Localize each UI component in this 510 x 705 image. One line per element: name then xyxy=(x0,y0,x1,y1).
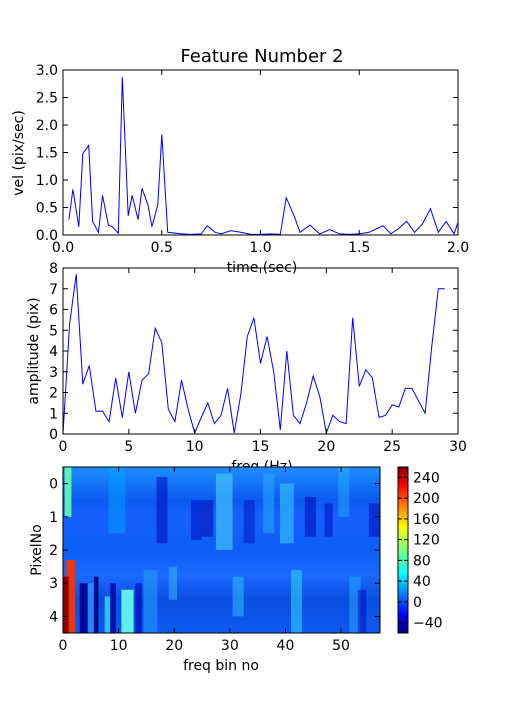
x-tick-label: 20 xyxy=(165,638,183,654)
velocity-ticks: 0.0 0.5 1.0 1.5 2.0 0.0 0.5 1.0 1.5 2.0 2.5 3.0 xyxy=(36,63,469,256)
heatmap-cells xyxy=(63,467,380,633)
x-tick-label: 0 xyxy=(59,638,68,654)
y-tick-label: 1.5 xyxy=(36,146,58,162)
heatmap-cell xyxy=(232,576,244,617)
x-tick-label: 25 xyxy=(383,439,401,455)
heatmap-ticks: 0 10 20 30 40 50 0 1 2 3 4 xyxy=(49,467,380,654)
velocity-y-axis-label: vel (pix/sec) xyxy=(11,110,27,196)
heatmap-cell xyxy=(243,500,255,544)
heatmap-cell xyxy=(64,467,72,517)
y-tick-label: 1 xyxy=(49,406,58,422)
y-tick-label: 4 xyxy=(49,609,58,625)
y-tick-label: 3.0 xyxy=(36,63,58,79)
amplitude-plot-area xyxy=(62,274,445,435)
heatmap-cell xyxy=(349,576,361,633)
colorbar-tick-label: 40 xyxy=(413,574,431,590)
y-tick-label: 4 xyxy=(49,344,58,360)
heatmap-cell xyxy=(88,583,94,633)
colorbar-tick-label: −40 xyxy=(413,616,443,632)
heatmap-cell xyxy=(263,473,275,534)
heatmap-cell xyxy=(143,569,158,633)
heatmap-cell xyxy=(104,596,111,633)
amplitude-ticks: 0 5 10 15 20 25 30 0 1 2 3 4 5 6 7 8 xyxy=(49,261,467,455)
y-tick-label: 1.0 xyxy=(36,173,58,189)
colorbar xyxy=(398,467,408,633)
y-tick-label: 5 xyxy=(49,323,58,339)
heatmap-cell xyxy=(324,503,333,537)
colorbar-tick-label: 120 xyxy=(413,533,440,549)
x-tick-label: 30 xyxy=(221,638,239,654)
heatmap-cell xyxy=(108,467,126,534)
x-tick-label: 30 xyxy=(449,439,467,455)
heatmap-cell xyxy=(156,477,168,544)
x-tick-label: 15 xyxy=(252,439,270,455)
heatmap-cell xyxy=(357,589,367,633)
y-tick-label: 0.5 xyxy=(36,201,58,217)
colorbar-tick-label: 200 xyxy=(413,491,440,507)
heatmap-cell xyxy=(168,566,177,600)
x-tick-label: 0.0 xyxy=(52,240,74,256)
y-tick-label: 2 xyxy=(49,543,58,559)
heatmap-x-axis-label: freq bin no xyxy=(183,658,259,674)
y-tick-label: 1 xyxy=(49,510,58,526)
colorbar-frame xyxy=(397,466,409,634)
x-tick-label: 0 xyxy=(59,439,68,455)
chart-title: Feature Number 2 xyxy=(180,46,343,67)
amplitude-y-axis-label: amplitude (pix) xyxy=(26,297,42,404)
x-tick-label: 0.5 xyxy=(151,240,173,256)
x-tick-label: 50 xyxy=(332,638,350,654)
x-tick-label: 1.5 xyxy=(348,240,370,256)
y-tick-label: 6 xyxy=(49,303,58,319)
heatmap-cell xyxy=(94,576,99,633)
heatmap-cell xyxy=(110,583,116,633)
heatmap-cell xyxy=(215,473,233,550)
y-tick-label: 2.5 xyxy=(36,91,58,107)
heatmap-cell xyxy=(63,576,69,633)
x-tick-label: 5 xyxy=(124,439,133,455)
colorbar-tick-label: 240 xyxy=(413,470,440,486)
heatmap-cell xyxy=(279,483,294,544)
y-tick-label: 2.0 xyxy=(36,118,58,134)
x-tick-label: 10 xyxy=(186,439,204,455)
pixel-heatmap-chart: 0 10 20 30 40 50 0 1 2 3 4 freq bin no PixelNo 240… xyxy=(29,466,443,674)
heatmap-cell xyxy=(368,503,380,537)
heatmap-cell xyxy=(79,583,88,633)
y-tick-label: 2 xyxy=(49,386,58,402)
x-tick-label: 40 xyxy=(277,638,295,654)
heatmap-cell xyxy=(304,496,316,537)
y-tick-label: 3 xyxy=(49,576,58,592)
x-tick-label: 2.0 xyxy=(447,240,469,256)
heatmap-y-axis-label: PixelNo xyxy=(29,524,45,575)
colorbar-tick-label: 80 xyxy=(413,553,431,569)
x-tick-label: 1.0 xyxy=(249,240,271,256)
y-tick-label: 8 xyxy=(49,261,58,277)
heatmap-cell xyxy=(66,560,76,633)
heatmap-cell xyxy=(291,569,303,633)
y-tick-label: 0.0 xyxy=(36,228,58,244)
y-tick-label: 7 xyxy=(49,282,58,298)
x-tick-label: 20 xyxy=(317,439,335,455)
heatmap-cell xyxy=(338,467,350,517)
velocity-chart: Feature Number 2 0.0 0.5 1.0 1.5 2.0 0.0 0.5 1.… xyxy=(11,46,469,276)
heatmap-cell xyxy=(135,583,142,633)
y-tick-label: 3 xyxy=(49,365,58,381)
heatmap-cell xyxy=(190,500,202,540)
series-line xyxy=(68,77,459,236)
heatmap-cell xyxy=(202,500,214,537)
series-line xyxy=(62,274,445,435)
colorbar-tick-label: 160 xyxy=(413,512,440,528)
colorbar-tick-label: 0 xyxy=(413,595,422,611)
velocity-plot-area xyxy=(68,77,459,236)
heatmap-cell xyxy=(121,589,134,633)
y-tick-label: 0 xyxy=(49,477,58,493)
x-tick-label: 10 xyxy=(110,638,128,654)
colorbar-ticks: 240 200 160 120 80 40 0 −40 xyxy=(398,470,443,632)
y-tick-label: 0 xyxy=(49,427,58,443)
